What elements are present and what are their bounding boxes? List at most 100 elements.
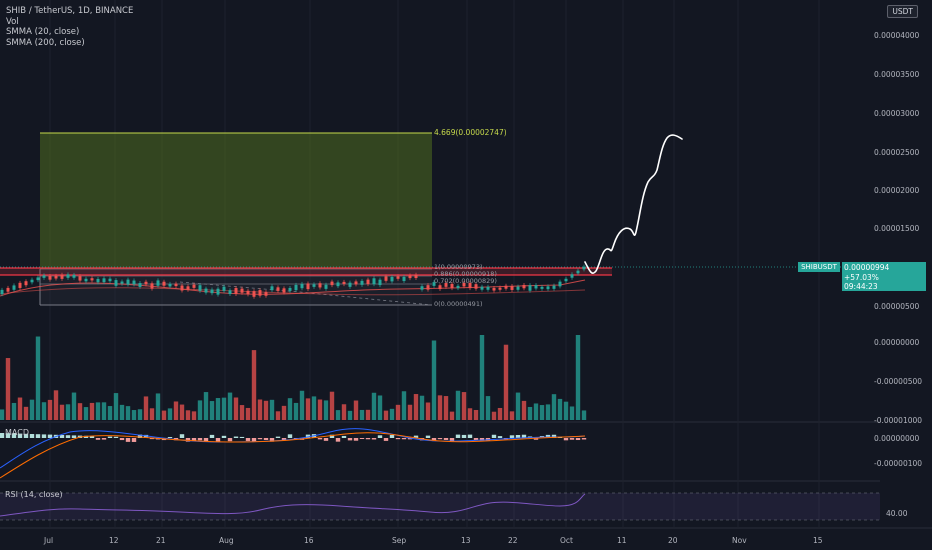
volume-bar[interactable] [95, 402, 101, 420]
volume-bar[interactable] [77, 403, 83, 420]
smma20-legend[interactable]: SMMA (20, close) [6, 27, 80, 37]
volume-bar[interactable] [467, 408, 473, 420]
volume-bar[interactable] [323, 400, 329, 420]
volume-bar[interactable] [317, 399, 323, 420]
volume-bar[interactable] [137, 409, 143, 420]
volume-bar[interactable] [353, 400, 359, 420]
volume-bar[interactable] [269, 399, 275, 420]
volume-bar[interactable] [521, 400, 527, 420]
volume-bar[interactable] [545, 404, 551, 420]
volume-bar[interactable] [509, 411, 515, 420]
volume-bar[interactable] [359, 409, 365, 420]
volume-bar[interactable] [221, 397, 227, 420]
resistance-zone[interactable] [0, 268, 612, 275]
projection-drawing[interactable] [584, 134, 683, 274]
volume-bar[interactable] [257, 399, 263, 420]
volume-bar[interactable] [311, 396, 317, 420]
volume-bar[interactable] [473, 409, 479, 420]
volume-bar[interactable] [329, 391, 335, 420]
volume-bar[interactable] [497, 407, 503, 420]
smma200-legend[interactable]: SMMA (200, close) [6, 37, 85, 48]
volume-bars[interactable] [0, 335, 587, 420]
volume-bar[interactable] [167, 408, 173, 420]
volume-bar[interactable] [47, 399, 53, 420]
volume-bar[interactable] [227, 392, 233, 420]
dashed-trend-line[interactable] [179, 281, 433, 306]
volume-bar[interactable] [419, 395, 425, 420]
volume-bar[interactable] [0, 409, 5, 420]
volume-bar[interactable] [365, 409, 371, 420]
volume-bar[interactable] [563, 401, 569, 420]
volume-bar[interactable] [143, 396, 149, 420]
signal-line[interactable] [0, 432, 586, 479]
volume-bar[interactable] [11, 402, 17, 420]
volume-bar[interactable] [107, 406, 113, 420]
volume-bar[interactable] [275, 411, 281, 420]
volume-bar[interactable] [209, 401, 215, 420]
volume-bar[interactable] [59, 404, 65, 420]
volume-bar[interactable] [449, 411, 455, 420]
volume-bar[interactable] [575, 335, 581, 420]
volume-bar[interactable] [527, 406, 533, 420]
volume-bar[interactable] [341, 404, 347, 420]
volume-bar[interactable] [431, 340, 437, 420]
volume-bar[interactable] [377, 395, 383, 420]
volume-bar[interactable] [101, 402, 107, 420]
volume-bar[interactable] [443, 396, 449, 420]
volume-bar[interactable] [347, 410, 353, 420]
volume-bar[interactable] [371, 392, 377, 420]
volume-bar[interactable] [5, 358, 11, 420]
volume-bar[interactable] [503, 344, 509, 420]
volume-bar[interactable] [89, 402, 95, 420]
volume-bar[interactable] [263, 400, 269, 420]
volume-bar[interactable] [53, 390, 59, 420]
volume-bar[interactable] [113, 393, 119, 420]
symbol-title[interactable]: SHIB / TetherUS, 1D, BINANCE [6, 6, 134, 16]
volume-bar[interactable] [251, 350, 257, 420]
target-zone[interactable] [40, 133, 432, 269]
candlesticks[interactable] [0, 264, 586, 299]
volume-bar[interactable] [287, 398, 293, 420]
volume-bar[interactable] [185, 410, 191, 420]
volume-bar[interactable] [23, 406, 29, 420]
volume-bar[interactable] [299, 390, 305, 420]
volume-bar[interactable] [455, 390, 461, 420]
volume-bar[interactable] [173, 401, 179, 420]
volume-bar[interactable] [233, 397, 239, 420]
volume-bar[interactable] [203, 392, 209, 420]
volume-bar[interactable] [239, 405, 245, 420]
volume-bar[interactable] [155, 393, 161, 420]
volume-bar[interactable] [293, 402, 299, 420]
volume-bar[interactable] [581, 410, 587, 420]
volume-bar[interactable] [479, 335, 485, 420]
volume-bar[interactable] [515, 392, 521, 420]
rsi-line[interactable] [0, 493, 586, 517]
volume-bar[interactable] [35, 336, 41, 420]
volume-bar[interactable] [29, 399, 35, 420]
volume-bar[interactable] [191, 411, 197, 420]
volume-bar[interactable] [395, 404, 401, 420]
volume-bar[interactable] [461, 392, 467, 420]
volume-bar[interactable] [281, 405, 287, 420]
volume-bar[interactable] [389, 408, 395, 420]
volume-bar[interactable] [161, 410, 167, 420]
volume-bar[interactable] [245, 407, 251, 420]
volume-bar[interactable] [425, 402, 431, 420]
current-price-tag[interactable]: SHIBUSDT 0.00000994 +57.03% 09:44:23 [798, 262, 926, 291]
volume-bar[interactable] [305, 398, 311, 420]
volume-bar[interactable] [551, 394, 557, 420]
volume-bar[interactable] [401, 391, 407, 420]
volume-bar[interactable] [125, 406, 131, 420]
volume-bar[interactable] [215, 398, 221, 420]
macd-legend[interactable]: MACD [5, 428, 29, 437]
rsi-legend[interactable]: RSI (14, close) [5, 490, 63, 499]
volume-bar[interactable] [437, 395, 443, 420]
volume-bar[interactable] [413, 394, 419, 420]
volume-legend[interactable]: Vol [6, 16, 19, 27]
volume-bar[interactable] [485, 396, 491, 420]
volume-bar[interactable] [557, 398, 563, 420]
volume-bar[interactable] [383, 410, 389, 420]
volume-bar[interactable] [539, 405, 545, 420]
volume-bar[interactable] [65, 404, 71, 420]
